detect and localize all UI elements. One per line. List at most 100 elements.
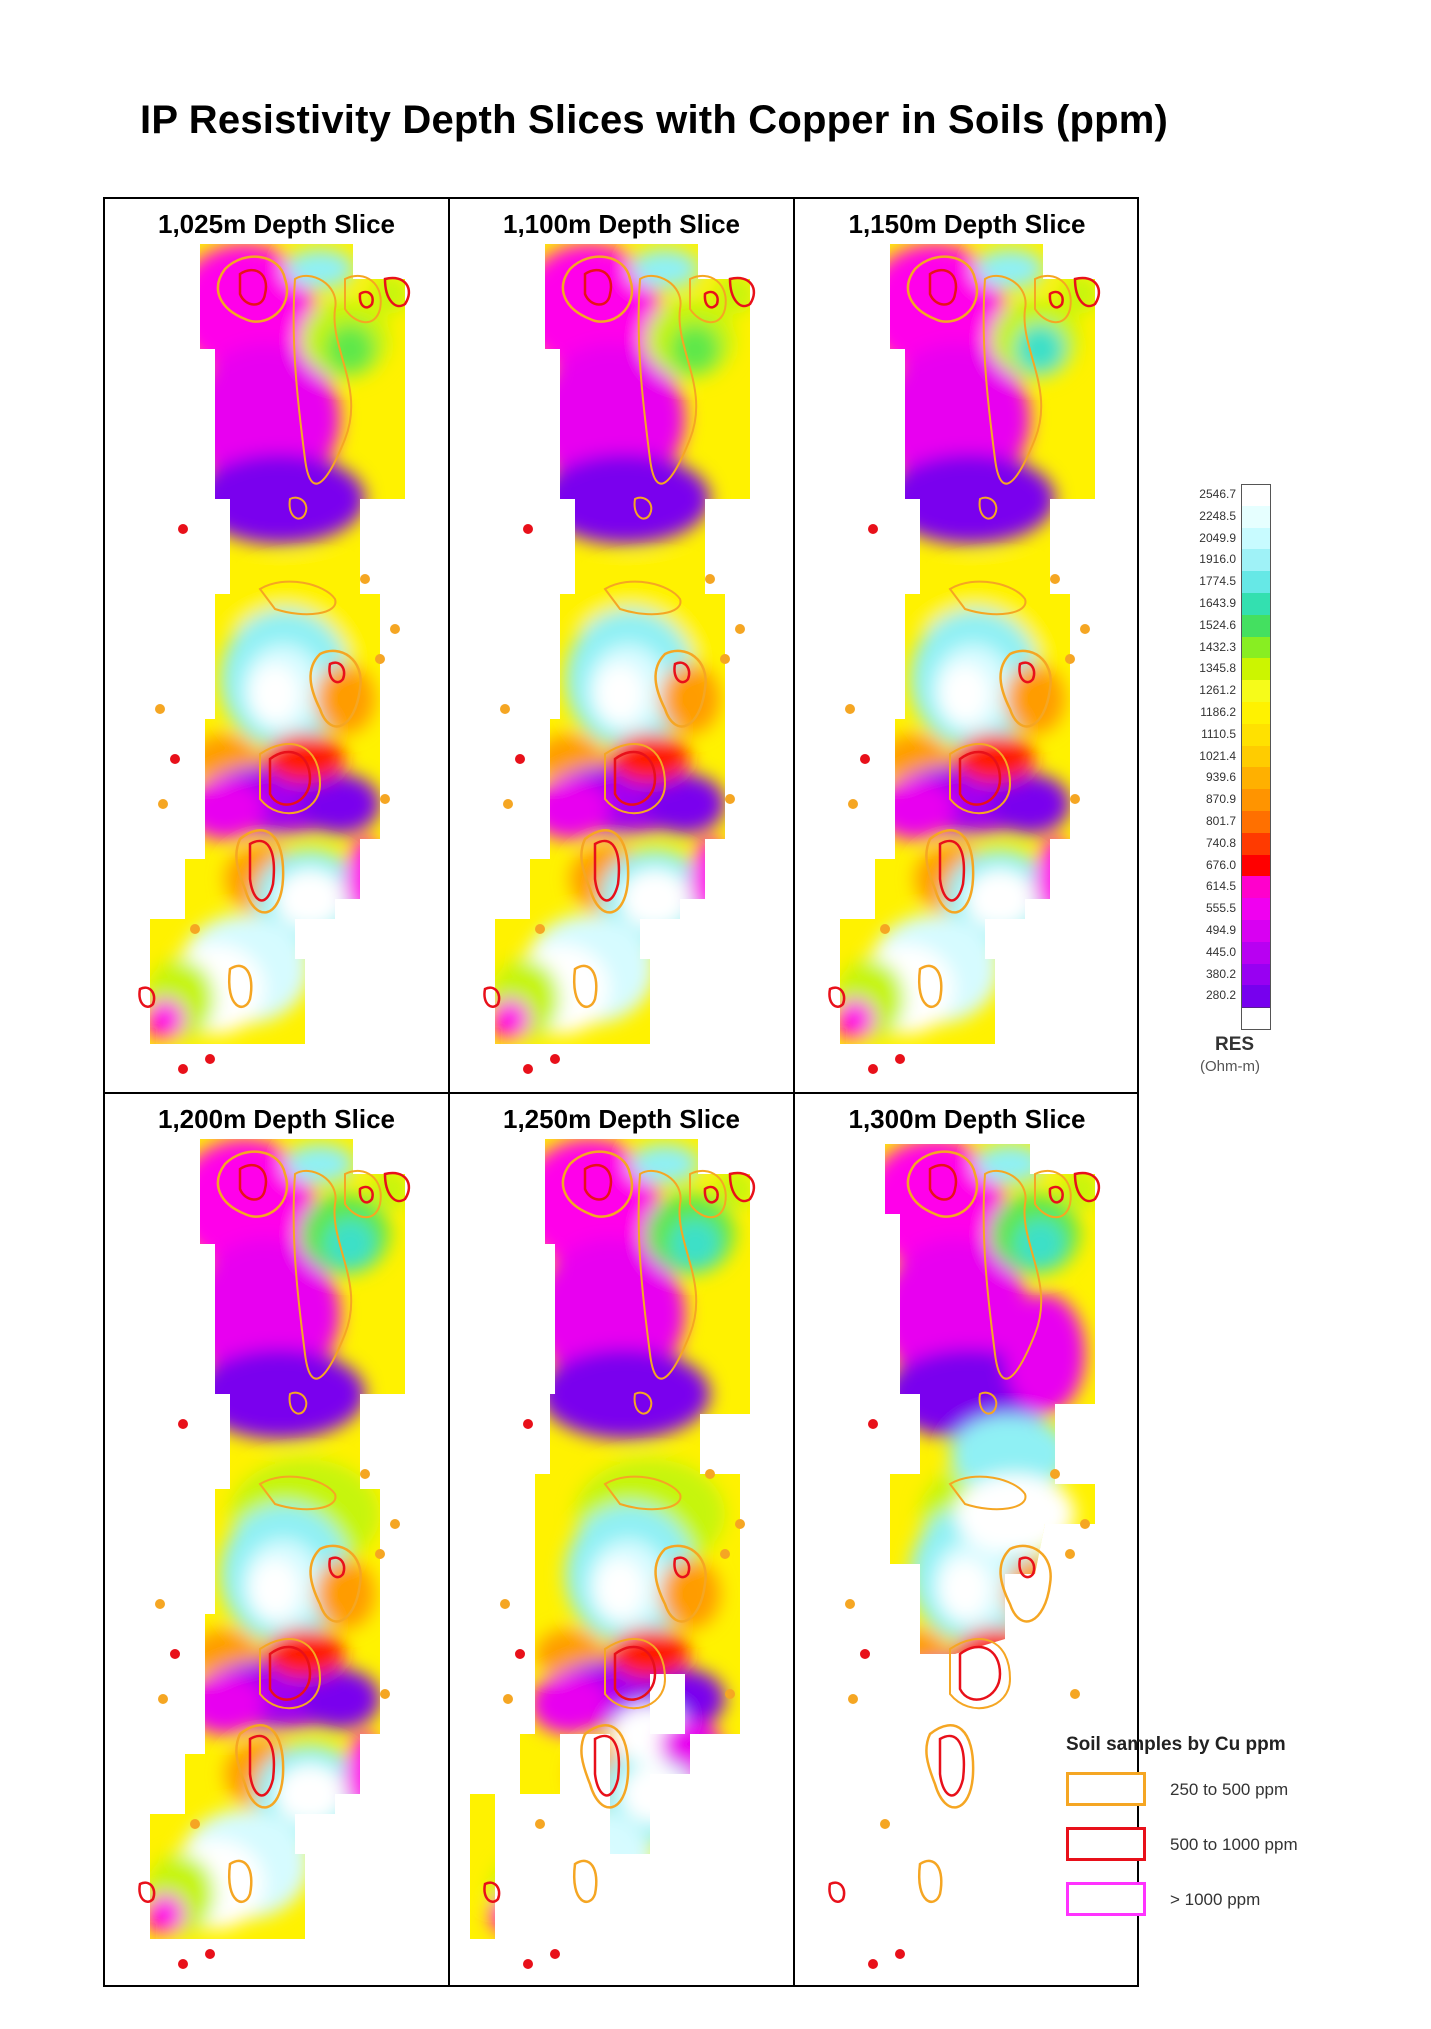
soil-sample-point [848,799,858,809]
resistivity-anomaly [495,999,530,1039]
cu-contour [358,290,374,309]
cu-contour [938,839,966,902]
cu-contour [216,1150,289,1218]
resistivity-anomaly [540,1349,710,1439]
cu-contour [309,649,362,728]
resistivity-legend-row: 740.8 [1178,832,1298,856]
soil-sample-point [535,924,545,934]
resistivity-anomaly [875,1674,955,1734]
resistivity-anomaly [690,1734,730,1814]
soil-sample-point [1080,1519,1090,1529]
resistivity-legend-title: RES [1215,1034,1255,1055]
soil-contours [483,255,756,1074]
resistivity-legend-value: 1432.3 [1199,639,1236,654]
resistivity-anomaly [530,1674,610,1734]
soil-sample-point [375,1549,385,1559]
resistivity-anomaly [595,664,645,724]
page-title: IP Resistivity Depth Slices with Copper … [140,98,1169,142]
resistivity-anomaly [945,1744,1055,1844]
soil-sample-point [1050,574,1060,584]
resistivity-legend-swatch [1242,680,1270,704]
resistivity-legend-swatch [1242,571,1270,595]
cu-contour [1073,276,1101,308]
resistivity-legend-swatch [1242,593,1270,616]
soil-sample-point [190,924,200,934]
resistivity-legend-swatch [1242,876,1270,900]
soil-legend: Soil samples by Cu ppm 250 to 500 ppm 50… [1058,1734,1358,1916]
resistivity-anomaly [1015,1219,1065,1269]
cu-contour [1048,290,1064,309]
cu-contour [925,1724,975,1809]
resistivity-legend-value: 740.8 [1205,835,1236,850]
resistivity-legend-row: 1916.0 [1178,549,1298,573]
soil-sample-point [550,1949,560,1959]
resistivity-map [483,244,756,1074]
resistivity-legend-row: 2546.7 [1178,484,1298,507]
cu-contour [1034,274,1072,324]
resistivity-map [470,1139,756,1969]
resistivity-anomaly [690,839,730,919]
cu-contour [580,1724,630,1809]
resistivity-anomaly [345,839,385,919]
resistivity-legend-value: 1261.2 [1199,683,1236,698]
cu-contour [999,1544,1052,1623]
resistivity-anomaly [965,869,1035,929]
soil-legend-item: 250 to 500 ppm [1066,1772,1366,1812]
cu-contour [978,1391,998,1415]
cu-contour [238,1163,268,1201]
cu-contour [483,1881,501,1903]
cu-contour [654,649,707,728]
soil-sample-point [515,1649,525,1659]
soil-sample-point [523,1959,533,1969]
resistivity-anomaly [520,244,660,374]
resistivity-legend-row: 494.9 [1178,920,1298,943]
panel-label: 1,100m Depth Slice [503,209,740,239]
resistivity-map [828,244,1101,1074]
resistivity-legend-row: 555.5 [1178,898,1298,922]
resistivity-anomaly [1035,839,1075,919]
cu-contour [703,1185,719,1204]
soil-sample-point [868,1959,878,1969]
cu-contour [227,1859,253,1903]
soil-sample-point [868,1419,878,1429]
soil-sample-point [1080,624,1090,634]
resistivity-legend-value: 2049.9 [1199,530,1236,545]
resistivity-anomaly [275,1764,345,1824]
cu-contour [1073,1171,1101,1203]
resistivity-legend-value: 1524.6 [1199,617,1236,632]
soil-contours [828,255,1101,1074]
soil-contours [138,1150,411,1969]
resistivity-legend-row: 2049.9 [1178,527,1298,551]
resistivity-anomaly [195,454,365,544]
soil-sample-point [375,654,385,664]
soil-sample-point [523,524,533,534]
cu-contour [703,290,719,309]
resistivity-anomaly [975,249,1045,289]
cu-contour [328,661,346,684]
soil-sample-point [1070,794,1080,804]
resistivity-legend-row: 1643.9 [1178,593,1298,616]
soil-legend-label: 500 to 1000 ppm [1170,1835,1298,1854]
soil-sample-point [155,1599,165,1609]
soil-sample-point [860,754,870,764]
soil-sample-point [868,524,878,534]
soil-sample-point [1065,1549,1075,1559]
resistivity-legend-row: 1432.3 [1178,636,1298,660]
resistivity-anomaly [150,999,185,1039]
resistivity-anomaly [195,1349,365,1439]
resistivity-anomaly [530,779,610,839]
cu-contour [689,1169,727,1219]
soil-sample-point [178,1064,188,1074]
soil-sample-point [845,704,855,714]
soil-sample-point [360,574,370,584]
cu-contour [828,986,846,1008]
soil-sample-point [523,1064,533,1074]
soil-legend-swatch [1066,1827,1146,1861]
soil-sample-point [158,799,168,809]
resistivity-anomaly [510,1839,610,1929]
depth-slice-grid: 1,025m Depth Slice 1,100m Depth Slice 1,… [103,197,1139,1987]
resistivity-anomaly [965,1764,1035,1824]
cu-contour [917,964,943,1008]
cu-contour [383,276,411,308]
resistivity-legend-swatch [1242,898,1270,922]
